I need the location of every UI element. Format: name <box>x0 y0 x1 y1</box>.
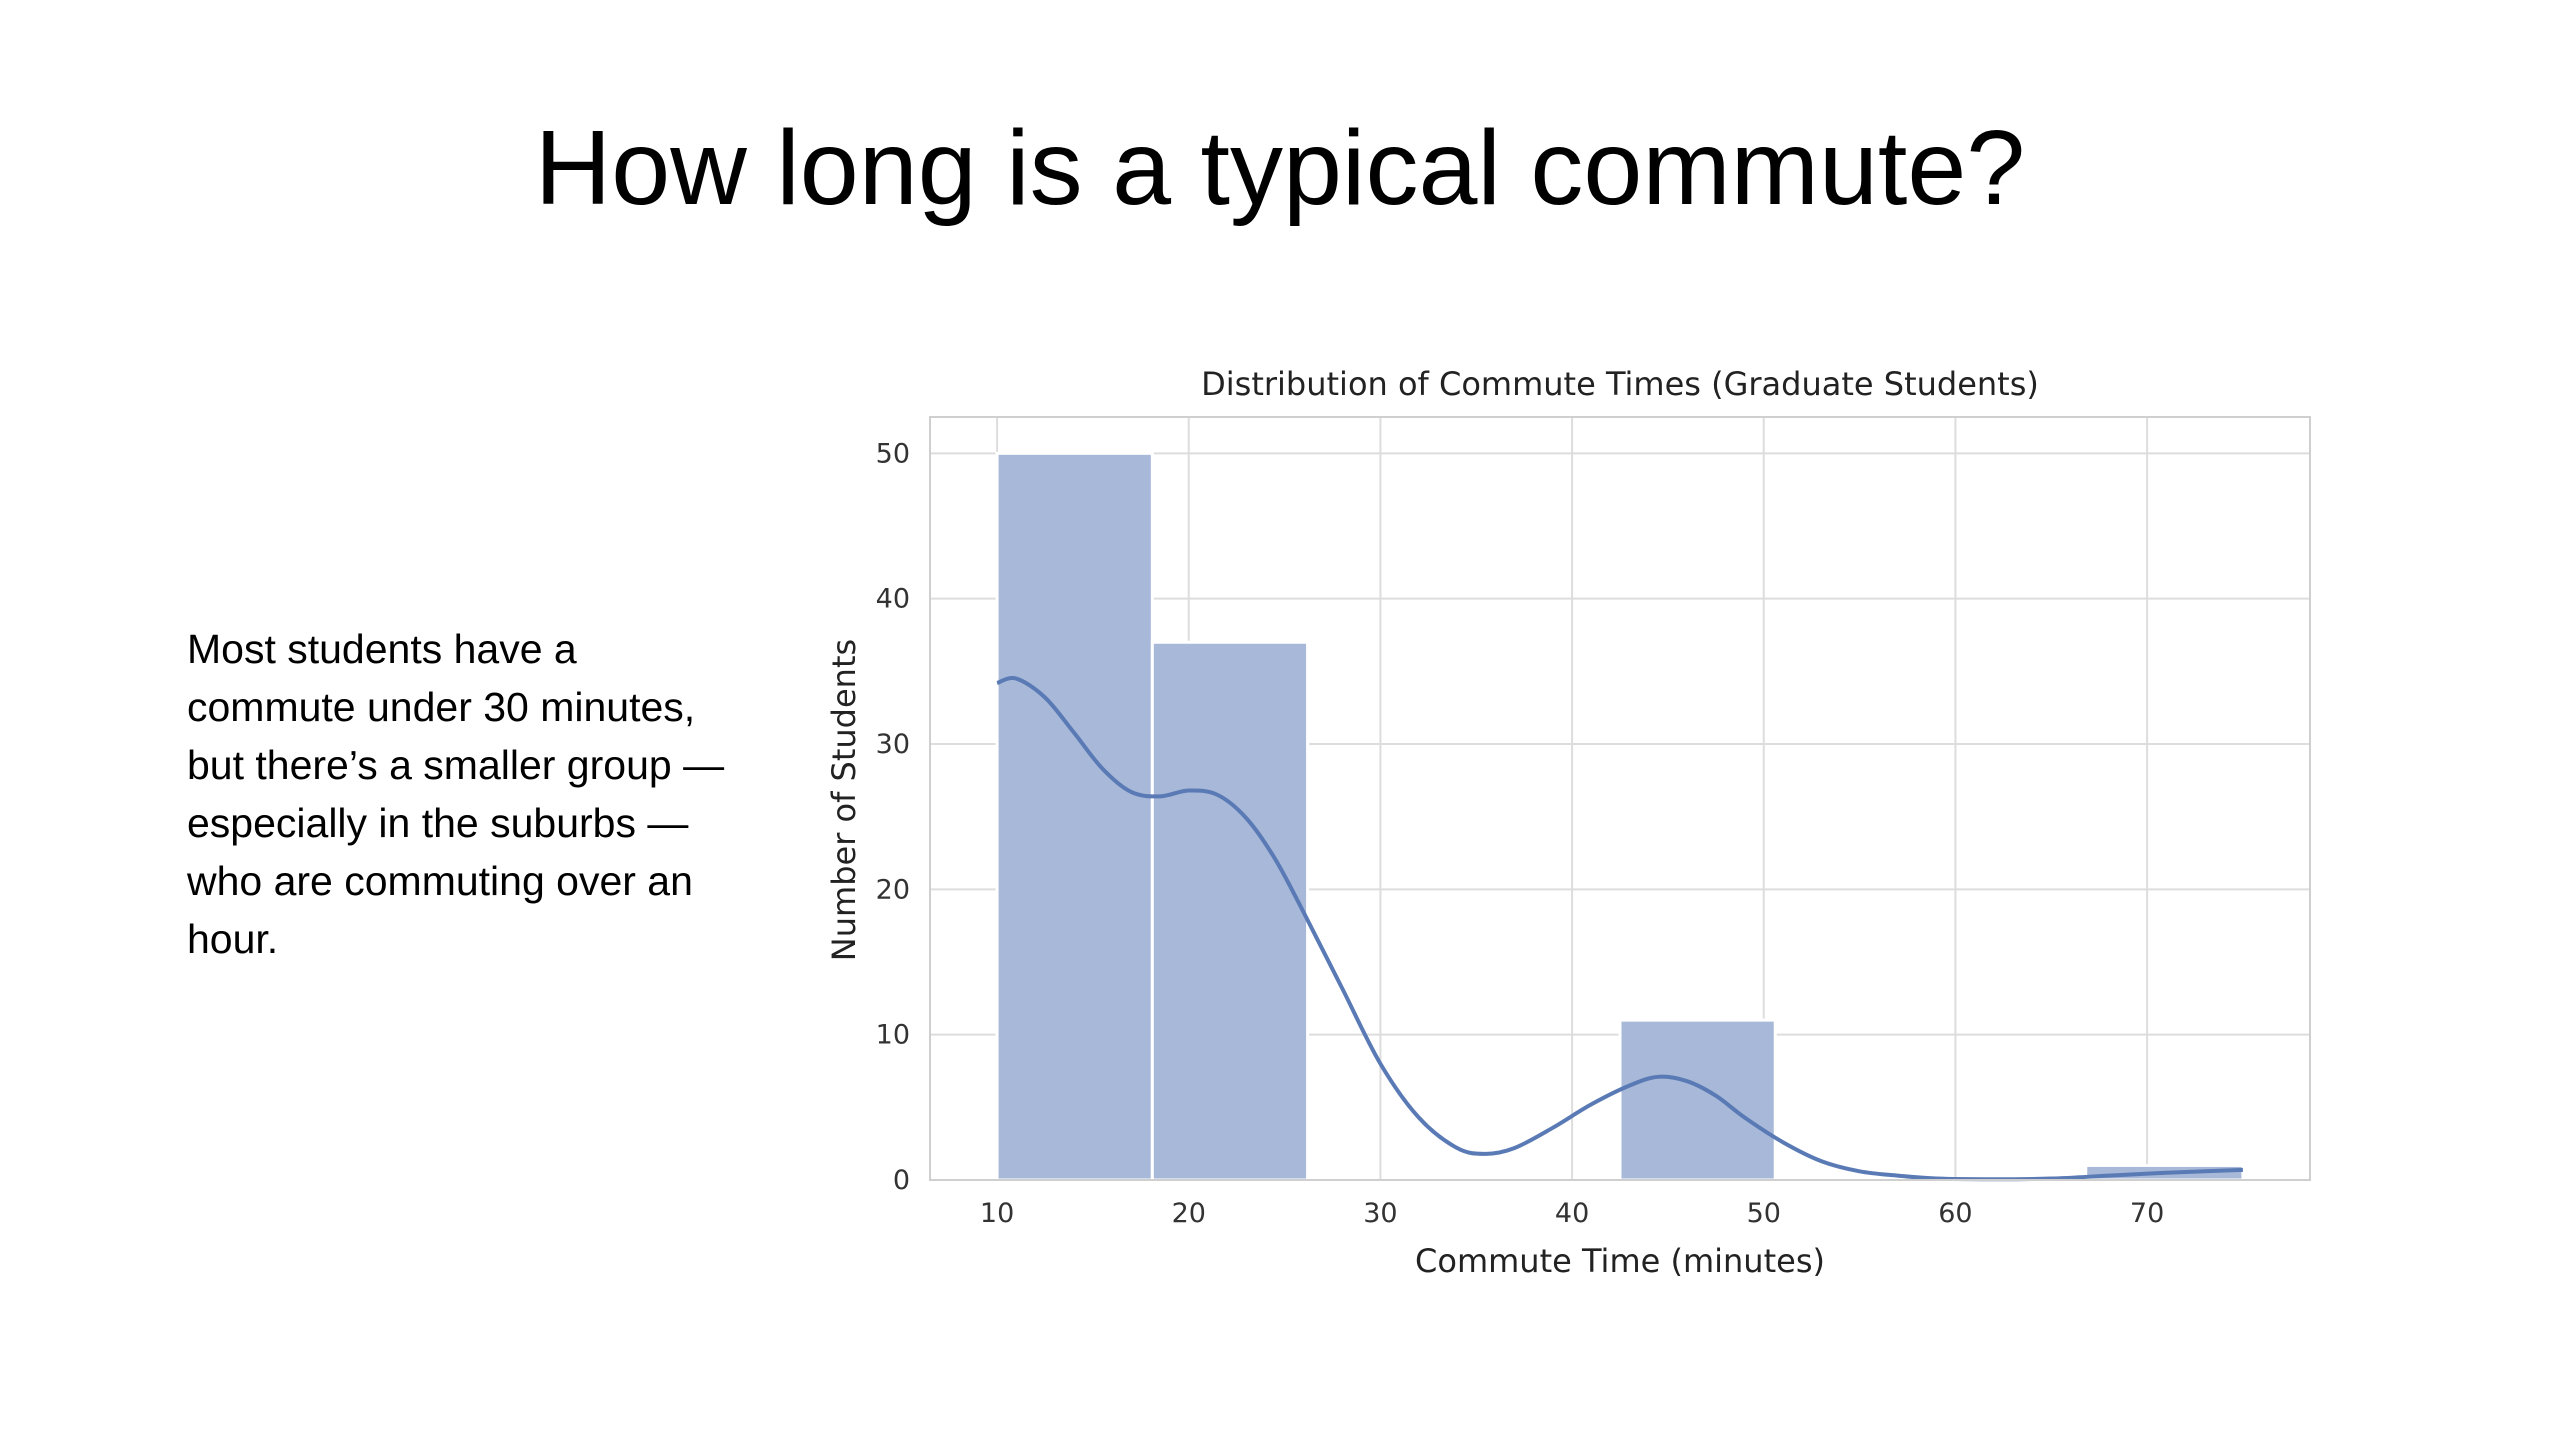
kde-curve <box>996 676 2243 1182</box>
x-tick-label: 30 <box>1363 1198 1397 1229</box>
y-axis-label: Number of Students <box>825 639 863 961</box>
y-tick-label: 20 <box>876 874 910 905</box>
x-tick-label: 70 <box>2130 1198 2164 1229</box>
slide-body-text: Most students have a commute under 30 mi… <box>187 626 725 962</box>
x-tick-label: 10 <box>980 1198 1014 1229</box>
histogram-chart: Distribution of Commute Times (Graduate … <box>800 355 2360 1295</box>
x-tick-label: 20 <box>1172 1198 1206 1229</box>
histogram-bar <box>1618 1018 1777 1182</box>
slide-title: How long is a typical commute? <box>534 109 2026 227</box>
chart-title: Distribution of Commute Times (Graduate … <box>1201 365 2039 403</box>
x-tick-label: 60 <box>1938 1198 1972 1229</box>
histogram-bar <box>1150 640 1310 1182</box>
y-tick-labels: 0 10 20 30 40 50 <box>876 438 910 1196</box>
y-tick-label: 40 <box>876 584 910 615</box>
kde-curve-layer <box>996 676 2243 1182</box>
histogram-bars <box>995 451 2245 1182</box>
x-tick-label: 40 <box>1555 1198 1589 1229</box>
chart-svg: Distribution of Commute Times (Graduate … <box>825 365 2311 1280</box>
y-tick-label: 50 <box>876 438 910 469</box>
y-tick-label: 30 <box>876 729 910 760</box>
plot-frame <box>929 416 2311 1181</box>
x-axis-label: Commute Time (minutes) <box>1415 1242 1825 1280</box>
y-tick-label: 0 <box>893 1165 910 1196</box>
histogram-bar <box>995 451 1154 1182</box>
x-tick-labels: 10 20 30 40 50 60 70 <box>980 1198 2164 1229</box>
x-tick-label: 50 <box>1747 1198 1781 1229</box>
y-tick-label: 10 <box>876 1020 910 1051</box>
